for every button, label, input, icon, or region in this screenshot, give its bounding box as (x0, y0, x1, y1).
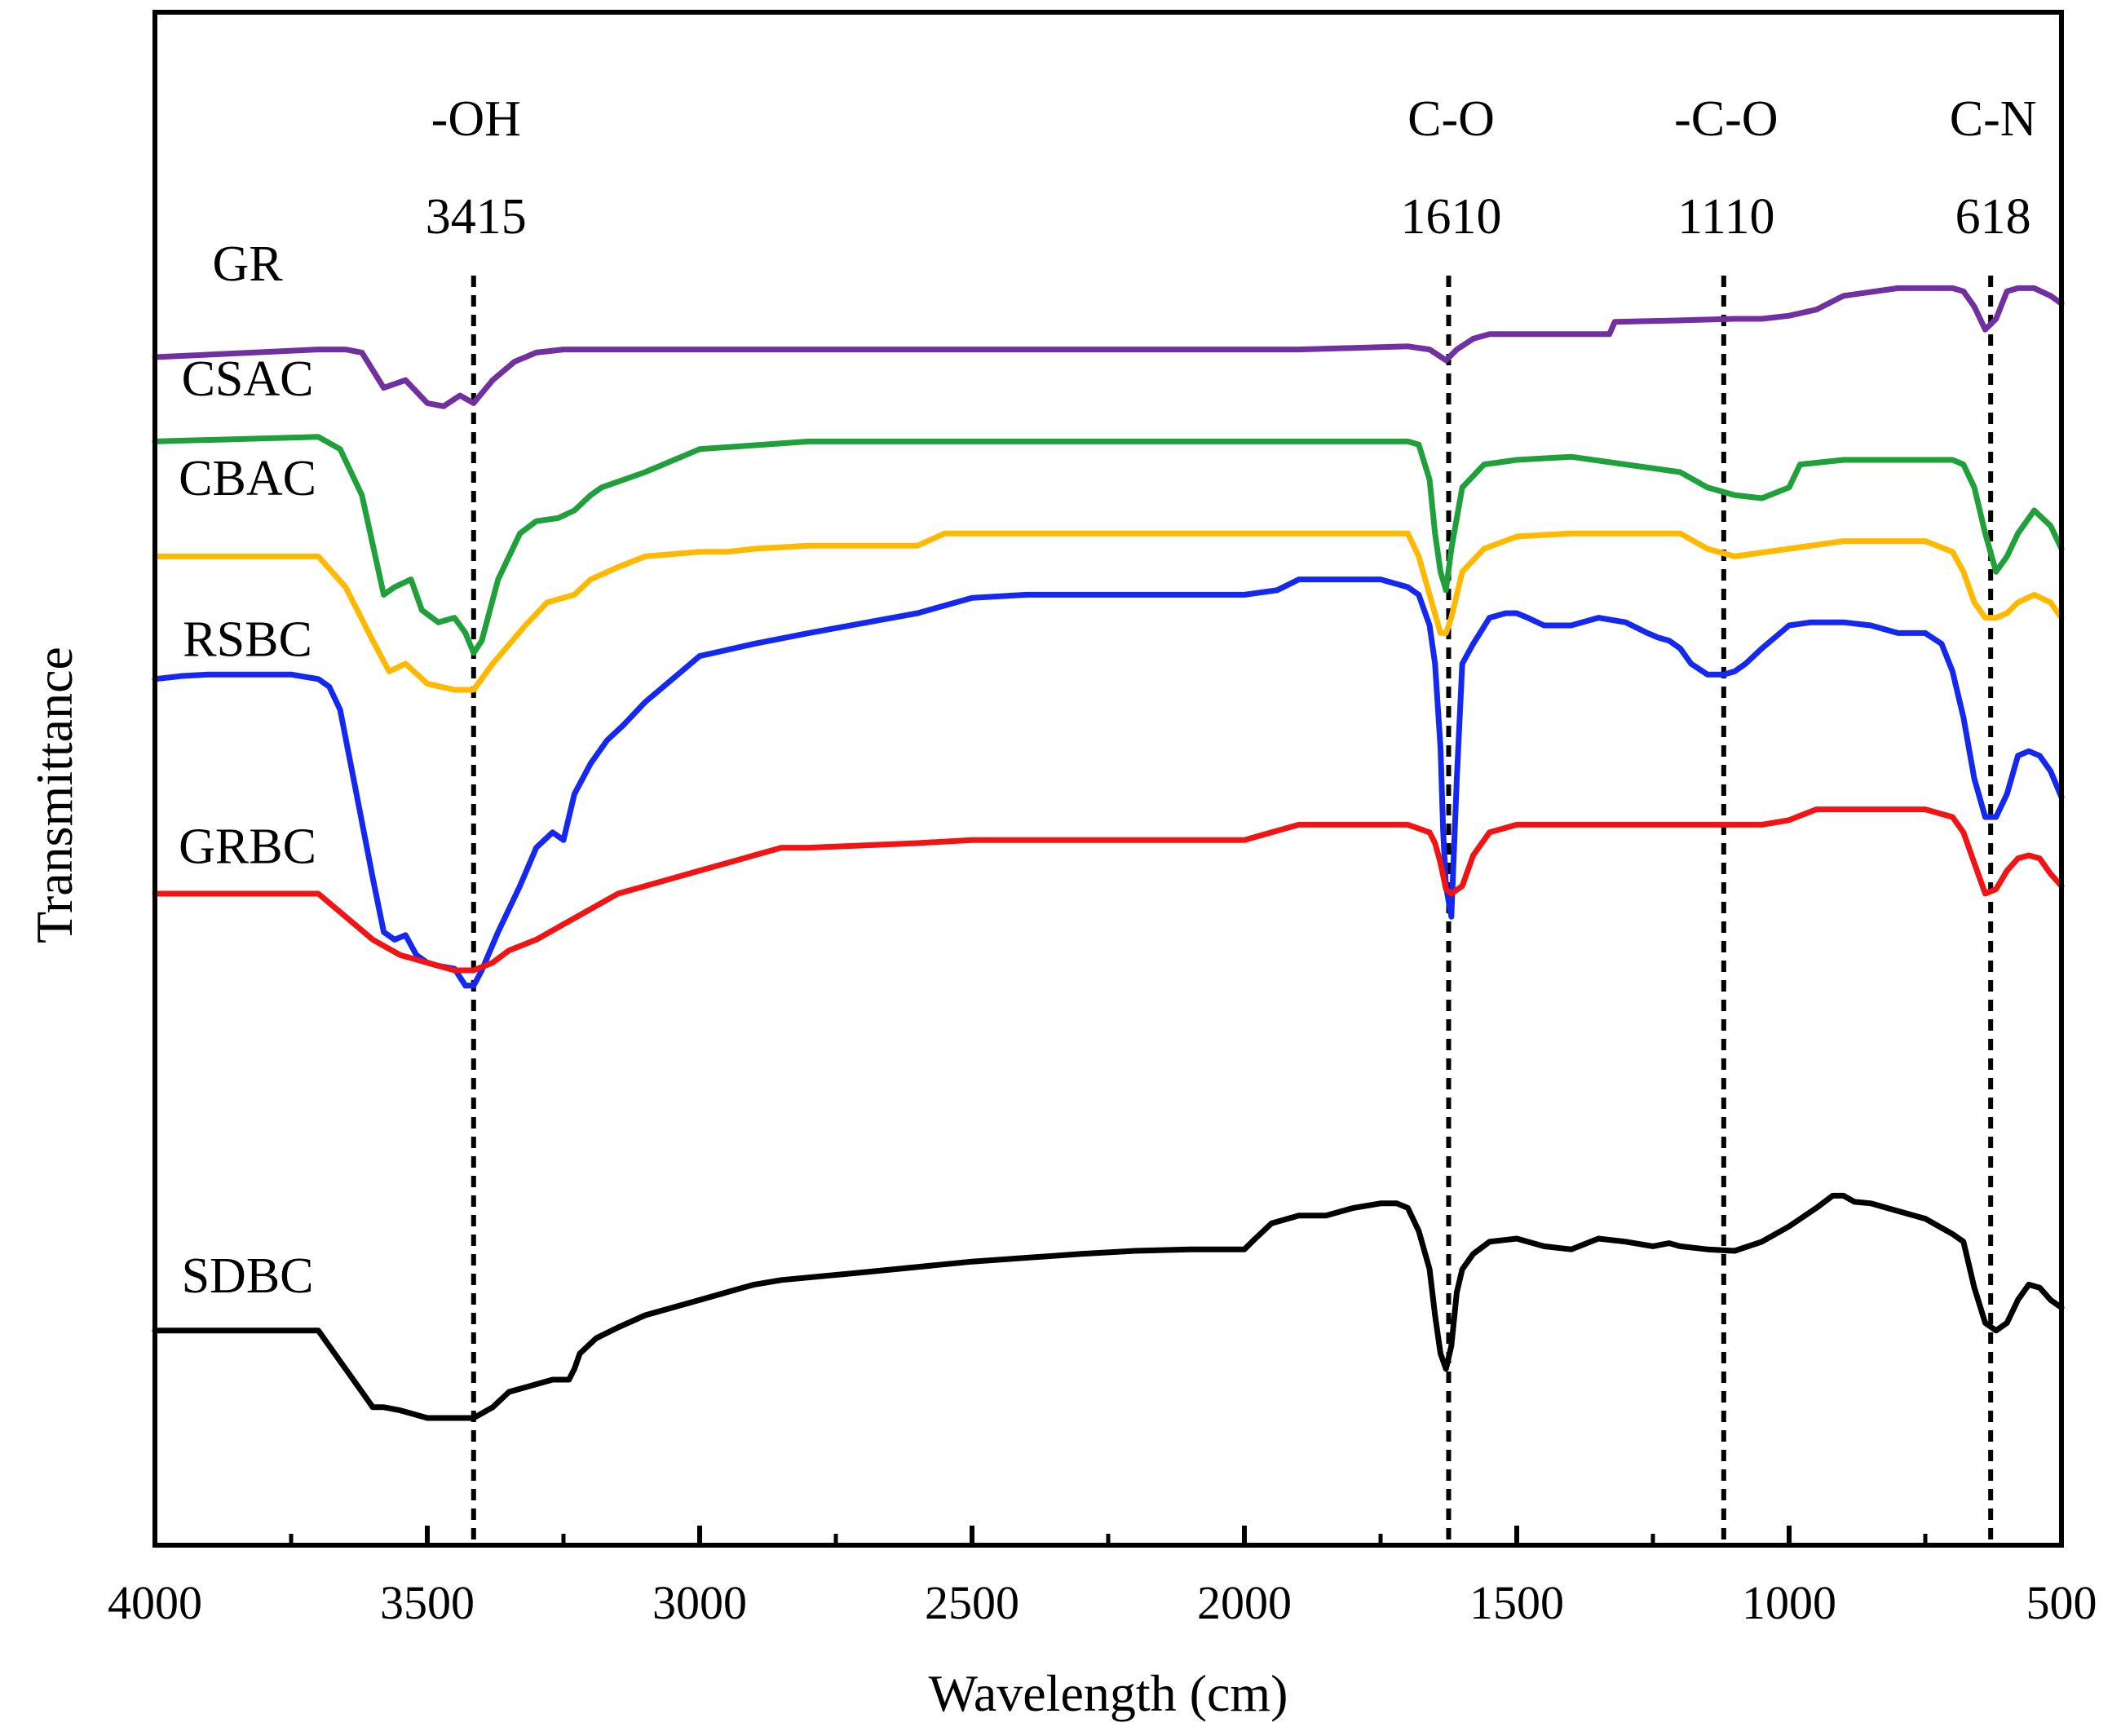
x-tick-label: 3500 (380, 1576, 475, 1629)
series-label-grbc: GRBC (179, 819, 316, 874)
series-line-cbac (152, 530, 2065, 693)
series-line-rsbc (152, 576, 2065, 989)
x-tick-label: 1000 (1742, 1576, 1836, 1629)
peak-wavenumber-label: 1110 (1677, 189, 1774, 245)
series-line-csac (152, 434, 2065, 656)
series-label-gr: GR (212, 236, 283, 292)
y-axis-title: Transmittance (25, 647, 83, 943)
peak-group-label: -C-O (1674, 91, 1778, 147)
series-line-sdbc (152, 1192, 2065, 1421)
peak-group-label: C-N (1950, 91, 2037, 147)
x-tick-label: 1500 (1469, 1576, 1564, 1629)
series-line-gr (152, 285, 2065, 409)
series-line-grbc (152, 806, 2065, 974)
peak-wavenumber-label: 1610 (1401, 189, 1502, 245)
peak-labels: -OH 3415 C-O 1610 -C-O 1110 C-N 618 (426, 91, 2037, 245)
x-tick-label: 2500 (925, 1576, 1019, 1629)
series-labels: GR CSAC CBAC RSBC GRBC SDBC (179, 236, 316, 1304)
series-label-csac: CSAC (182, 351, 314, 407)
series-label-rsbc: RSBC (183, 612, 312, 668)
peak-wavenumber-label: 3415 (426, 189, 527, 245)
x-tick-label: 500 (2026, 1576, 2097, 1629)
x-tick-label: 4000 (108, 1576, 202, 1629)
x-axis-title: Wavelength (cm) (929, 1664, 1288, 1722)
peak-group-label: -OH (431, 91, 521, 147)
series-label-cbac: CBAC (179, 451, 316, 506)
series-label-sdbc: SDBC (182, 1248, 314, 1304)
peak-wavenumber-label: 618 (1955, 189, 2031, 245)
peak-group-label: C-O (1407, 91, 1495, 147)
x-axis-ticks: 4000 3500 3000 2500 2000 1500 1000 500 (108, 1526, 2097, 1629)
x-tick-label: 3000 (652, 1576, 747, 1629)
x-tick-label: 2000 (1197, 1576, 1292, 1629)
series-lines (152, 285, 2065, 1421)
peak-reference-lines (471, 276, 1994, 1545)
